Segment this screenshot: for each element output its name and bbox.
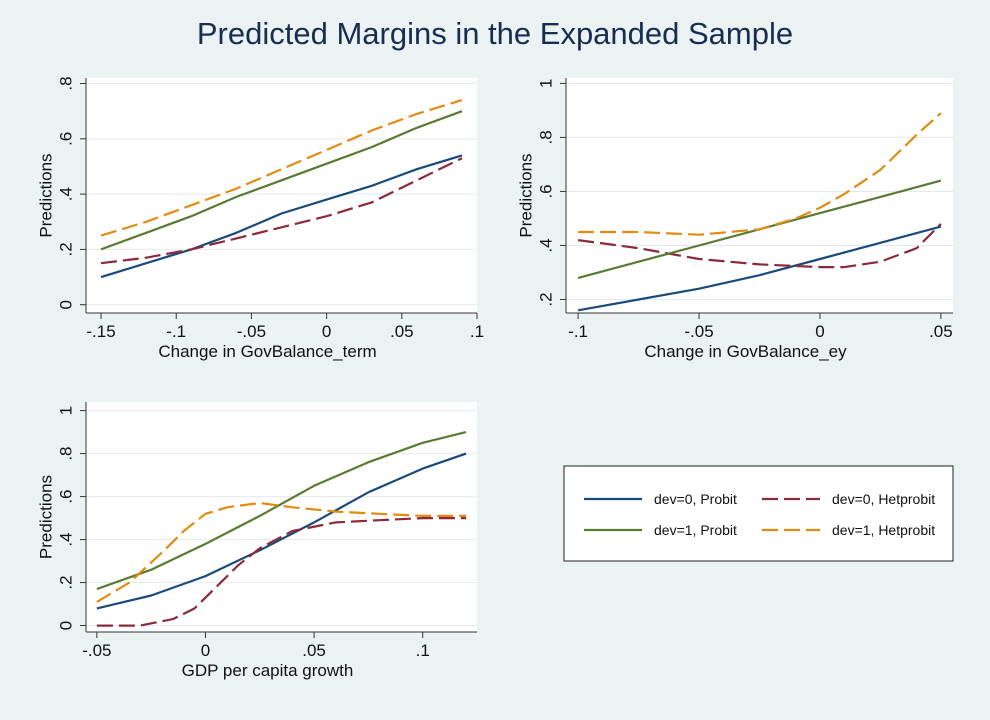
y-tick-label: .8	[57, 446, 76, 460]
x-tick-label: -.15	[86, 322, 115, 341]
y-tick-label: .6	[57, 132, 76, 146]
x-axis-title: Change in GovBalance_ey	[644, 342, 847, 361]
series-line-dev1-hetprobit	[96, 501, 467, 603]
series-line-dev0-probit	[96, 452, 467, 610]
x-tick-label: 0	[815, 322, 824, 341]
plot-area	[86, 402, 477, 632]
x-tick-label: -.1	[568, 322, 588, 341]
y-tick-label: 1	[537, 79, 556, 88]
y-tick-label: 0	[57, 621, 76, 630]
x-tick-label: 0	[201, 641, 210, 660]
legend-label-dev1-probit: dev=1, Probit	[654, 522, 737, 538]
series-line-dev0-hetprobit	[96, 516, 467, 627]
x-tick-label: .1	[470, 322, 484, 341]
x-axis-title: GDP per capita growth	[182, 661, 354, 680]
y-tick-label: .2	[57, 575, 76, 589]
x-tick-label: -.05	[82, 641, 111, 660]
y-tick-label: .6	[57, 489, 76, 503]
y-tick-label: .4	[57, 532, 76, 546]
y-tick-label: 1	[57, 406, 76, 415]
y-tick-label: .2	[57, 242, 76, 256]
series-line-dev0-probit	[577, 225, 942, 312]
legend-label-dev1-hetprobit: dev=1, Hetprobit	[832, 522, 935, 538]
y-axis-title: Predictions	[37, 153, 56, 237]
y-tick-label: .6	[537, 184, 556, 198]
legend-label-dev0-probit: dev=0, Probit	[654, 491, 737, 507]
y-axis-title: Predictions	[517, 153, 536, 237]
x-tick-label: .05	[929, 322, 953, 341]
panels: 0 .2 .4 .6 .8 -.15 -.1 -.05 0 .05 .1 Change in GovB…	[37, 76, 953, 680]
x-tick-label: 0	[322, 322, 331, 341]
x-tick-label: .05	[302, 641, 326, 660]
legend: dev=0, Probit dev=0, Hetprobit dev=1, Prob…	[563, 465, 954, 562]
series-line-dev1-probit	[100, 110, 463, 251]
plot-area	[86, 78, 477, 313]
y-tick-label: .2	[537, 292, 556, 306]
y-tick-label: .8	[537, 130, 556, 144]
series-line-dev0-probit	[100, 154, 463, 279]
x-axis-title: Change in GovBalance_term	[158, 342, 376, 361]
panel-3: 0 .2 .4 .6 .8 1 -.05 0 .05 .1 GDP per capita growt…	[37, 402, 477, 680]
y-tick-label: .8	[57, 76, 76, 90]
x-tick-label: -.05	[684, 322, 713, 341]
chart-title: Predicted Margins in the Expanded Sample	[196, 16, 794, 51]
series-line-dev0-hetprobit	[100, 157, 463, 265]
series-line-dev0-hetprobit	[577, 223, 942, 269]
y-tick-label: .4	[57, 187, 76, 201]
y-axis-title: Predictions	[37, 475, 56, 559]
x-tick-label: -.1	[166, 322, 186, 341]
x-tick-label: -.05	[237, 322, 266, 341]
y-tick-label: .4	[537, 238, 556, 252]
x-tick-label: .05	[390, 322, 414, 341]
y-tick-label: 0	[57, 300, 76, 309]
x-tick-label: .1	[416, 641, 430, 660]
panel-1: 0 .2 .4 .6 .8 -.15 -.1 -.05 0 .05 .1 Change in GovB…	[37, 76, 485, 361]
legend-label-dev0-hetprobit: dev=0, Hetprobit	[832, 491, 935, 507]
legend-box	[563, 465, 954, 562]
panel-2: .2 .4 .6 .8 1 -.1 -.05 0 .05 Change in GovBalance…	[517, 78, 953, 361]
series-line-dev1-hetprobit	[578, 112, 942, 236]
series-line-dev1-hetprobit	[100, 99, 463, 237]
series-line-dev1-probit	[96, 431, 467, 591]
plot-area	[566, 78, 953, 313]
